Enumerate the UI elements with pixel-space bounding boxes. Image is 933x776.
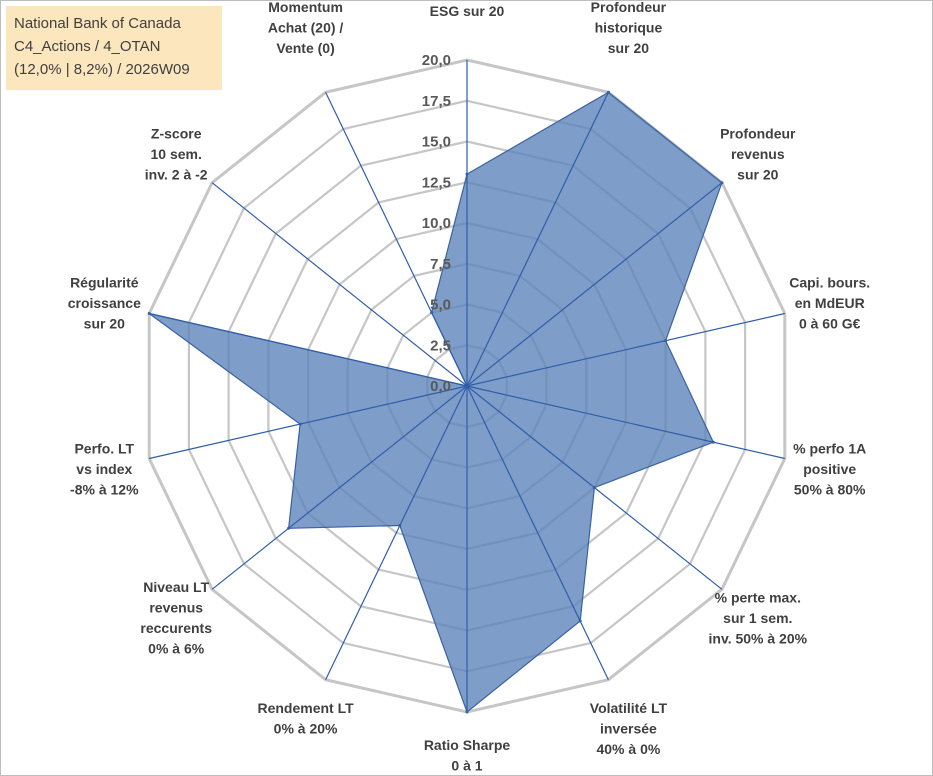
spoke-2 <box>466 92 609 387</box>
axis-label-9-line-2: 0% à 20% <box>274 721 338 737</box>
axis-label-4-line-1: Capi. bours. <box>789 275 870 291</box>
axis-label-2-line-1: Profondeur <box>591 0 667 15</box>
axis-label-13: Z-score 10 sem. inv. 2 à -2 <box>145 126 208 183</box>
axis-label-12-line-3: sur 20 <box>84 316 125 332</box>
axis-label-7-line-1: Volatilité LT <box>590 700 668 716</box>
spoke-4 <box>466 312 785 387</box>
axis-label-2-line-3: sur 20 <box>608 40 649 56</box>
axis-label-6-line-1: % perte max. <box>715 589 801 605</box>
axis-label-3-line-2: revenus <box>731 146 785 162</box>
radar-axis-labels: NoteESG sur 20 Profondeur historique sur 20… <box>68 0 870 774</box>
tick-label-2: 5,0 <box>430 297 451 314</box>
axis-label-10: Niveau LT revenus reccurents 0% à 6% <box>140 579 212 657</box>
axis-label-11-line-1: Perfo. LT <box>74 440 134 456</box>
axis-label-11-line-2: vs index <box>76 461 132 477</box>
axis-label-2-line-2: historique <box>595 19 663 35</box>
tick-label-5: 12,5 <box>422 174 451 191</box>
axis-label-10-line-4: 0% à 6% <box>148 641 205 657</box>
spoke-11 <box>149 385 468 460</box>
axis-label-13-line-2: 10 sem. <box>151 146 202 162</box>
axis-label-13-line-3: inv. 2 à -2 <box>145 167 208 183</box>
tick-label-6: 15,0 <box>422 134 451 151</box>
spoke-6 <box>466 385 723 590</box>
axis-label-7-line-3: 40% à 0% <box>596 741 660 757</box>
axis-label-6: % perte max. sur 1 sem. inv. 50% à 20% <box>709 589 808 646</box>
axis-label-9: Rendement LT 0% à 20% <box>257 700 354 737</box>
axis-label-4: Capi. bours. en MdEUR 0 à 60 G€ <box>789 275 870 332</box>
axis-label-12-line-2: croissance <box>68 295 141 311</box>
axis-label-11: Perfo. LT vs index -8% à 12% <box>70 440 139 497</box>
tick-label-3: 7,5 <box>430 256 451 273</box>
axis-label-5-line-2: positive <box>803 461 856 477</box>
axis-label-5: % perfo 1A positive 50% à 80% <box>793 440 866 497</box>
axis-label-7-line-2: inversée <box>600 721 657 737</box>
axis-label-8-line-1: Ratio Sharpe <box>424 737 511 753</box>
axis-label-8-line-2: 0 à 1 <box>451 758 482 774</box>
radar-tick-labels: 0,0 2,5 5,0 7,5 10,0 12,5 15,0 17,5 20,0 <box>422 52 451 395</box>
spoke-7 <box>466 385 609 680</box>
info-line-company: National Bank of Canada <box>14 15 181 32</box>
spoke-5 <box>466 385 785 460</box>
info-line-category: C4_Actions / 4_OTAN <box>14 38 161 55</box>
axis-label-14-line-3: Vente (0) <box>276 40 334 56</box>
tick-label-8: 20,0 <box>422 52 451 69</box>
axis-label-6-line-2: sur 1 sem. <box>723 610 792 626</box>
info-line-stats: (12,0% | 8,2%) / 2026W09 <box>14 61 190 78</box>
spoke-3 <box>466 182 723 387</box>
axis-label-11-line-3: -8% à 12% <box>70 481 139 497</box>
axis-label-14-line-2: Achat (20) / <box>268 19 344 35</box>
axis-label-12: Régularité croissance sur 20 <box>68 275 141 332</box>
spoke-13 <box>211 182 468 387</box>
axis-label-3-line-1: Profondeur <box>720 126 796 142</box>
tick-label-1: 2,5 <box>430 337 451 354</box>
axis-label-10-line-2: revenus <box>149 600 203 616</box>
spoke-9 <box>325 385 468 680</box>
axis-label-4-line-3: 0 à 60 G€ <box>799 316 861 332</box>
radar-spokes <box>149 60 785 712</box>
axis-label-3: Profondeur revenus sur 20 <box>720 126 796 183</box>
tick-label-0: 0,0 <box>430 378 451 395</box>
axis-label-8: Ratio Sharpe 0 à 1 <box>424 737 511 774</box>
spoke-12 <box>149 312 468 387</box>
axis-label-14-line-1: Momentum <box>268 0 343 15</box>
axis-label-14: Momentum Achat (20) / Vente (0) <box>268 0 344 56</box>
tick-label-4: 10,0 <box>422 215 451 232</box>
spoke-10 <box>211 385 468 590</box>
info-box: National Bank of Canada C4_Actions / 4_O… <box>6 6 222 90</box>
axis-label-3-line-3: sur 20 <box>737 167 778 183</box>
axis-label-7: Volatilité LT inversée 40% à 0% <box>590 700 668 757</box>
axis-label-6-line-3: inv. 50% à 20% <box>709 630 808 646</box>
axis-label-10-line-3: reccurents <box>140 620 212 636</box>
axis-label-2: Profondeur historique sur 20 <box>591 0 667 56</box>
axis-label-10-line-1: Niveau LT <box>143 579 209 595</box>
axis-label-4-line-2: en MdEUR <box>795 295 865 311</box>
axis-label-13-line-1: Z-score <box>151 126 202 142</box>
axis-label-1-line-2: ESG sur 20 <box>430 3 505 19</box>
axis-label-5-line-3: 50% à 80% <box>794 481 866 497</box>
spoke-14 <box>325 92 468 387</box>
axis-label-5-line-1: % perfo 1A <box>793 440 866 456</box>
tick-label-7: 17,5 <box>422 93 451 110</box>
axis-label-9-line-1: Rendement LT <box>257 700 354 716</box>
axis-label-12-line-1: Régularité <box>70 275 139 291</box>
axis-label-1: NoteESG sur 20 <box>430 0 505 19</box>
